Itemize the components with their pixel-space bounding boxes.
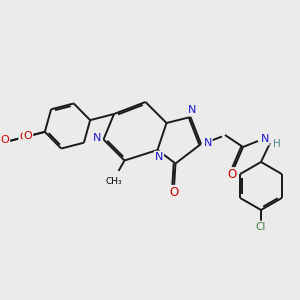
Text: N: N [155,152,163,162]
Text: O: O [19,132,28,142]
Text: O: O [169,186,178,199]
Text: O: O [1,135,9,145]
Text: N: N [188,105,196,116]
Text: N: N [203,137,212,148]
Text: CH₃: CH₃ [106,177,122,186]
Text: Cl: Cl [256,221,266,232]
Text: O: O [24,131,32,141]
Text: N: N [93,133,101,143]
Text: N: N [260,134,269,145]
Text: H: H [273,139,281,149]
Text: O: O [227,168,236,181]
